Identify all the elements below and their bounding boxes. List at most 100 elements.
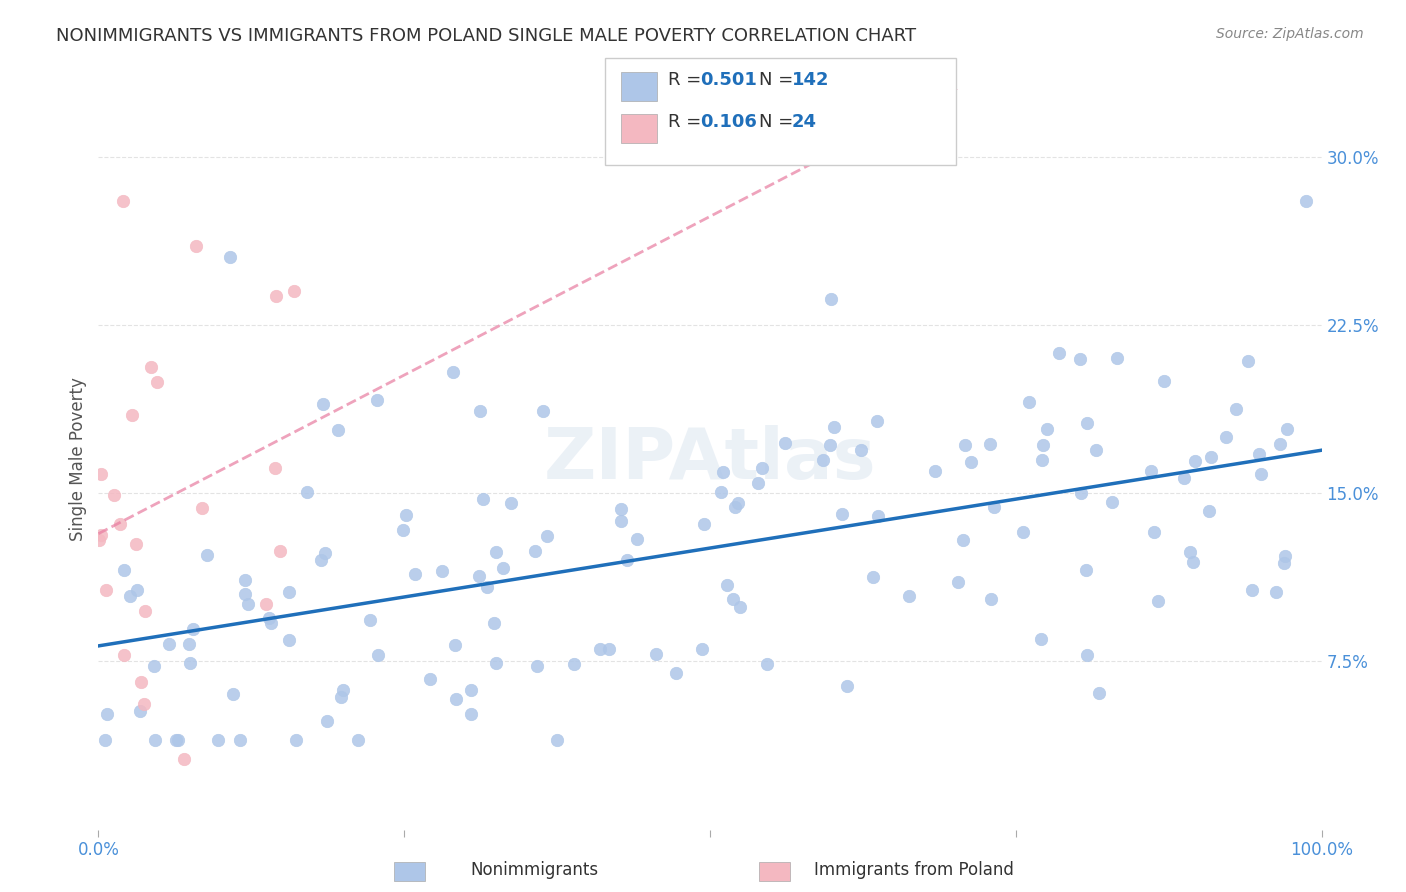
Text: Immigrants from Poland: Immigrants from Poland: [814, 861, 1014, 879]
Point: [693, 517, 716, 532]
Legend: Nonimmigrants, Immigrants from Poland: Nonimmigrants, Immigrants from Poland: [578, 90, 842, 166]
Point: [1181, 555, 1204, 569]
Text: N =: N =: [759, 113, 799, 131]
Point: [146, 376, 169, 390]
Point: [143, 732, 166, 747]
Point: [309, 553, 332, 567]
Text: ZIPAtlas: ZIPAtlas: [544, 425, 876, 494]
Point: [1225, 402, 1247, 417]
Point: [1236, 354, 1258, 368]
Point: [90, 528, 112, 542]
Point: [167, 732, 190, 747]
Point: [315, 714, 337, 728]
Point: [468, 568, 491, 582]
Point: [177, 637, 200, 651]
Point: [284, 732, 307, 747]
Point: [723, 500, 745, 514]
Point: [1199, 450, 1222, 464]
Text: R =: R =: [668, 71, 707, 89]
Point: [430, 564, 453, 578]
Point: [312, 397, 335, 411]
Point: [948, 574, 970, 589]
Text: Nonimmigrants: Nonimmigrants: [470, 861, 599, 879]
Point: [419, 672, 441, 686]
Point: [392, 524, 415, 538]
Point: [485, 545, 508, 559]
Point: [1264, 585, 1286, 599]
Point: [721, 592, 744, 607]
Point: [191, 501, 214, 516]
Point: [1070, 486, 1092, 500]
Point: [125, 537, 148, 551]
Text: 24: 24: [792, 113, 817, 131]
Point: [1180, 545, 1202, 559]
Point: [89, 533, 111, 547]
Point: [589, 641, 612, 656]
Point: [1074, 563, 1097, 577]
Point: [367, 648, 389, 662]
Point: [129, 704, 152, 718]
Point: [610, 502, 633, 516]
Point: [645, 648, 668, 662]
Point: [665, 666, 688, 681]
Point: [610, 514, 633, 528]
Point: [1047, 345, 1070, 359]
Point: [103, 488, 125, 502]
Point: [482, 615, 505, 630]
Point: [283, 284, 305, 298]
Point: [139, 359, 162, 374]
Point: [1275, 421, 1298, 435]
Point: [1031, 452, 1053, 467]
Point: [207, 732, 229, 747]
Point: [179, 656, 201, 670]
Point: [359, 614, 381, 628]
Point: [118, 590, 141, 604]
Point: [460, 682, 482, 697]
Point: [131, 675, 153, 690]
Point: [1088, 686, 1111, 700]
Point: [1240, 582, 1263, 597]
Point: [960, 455, 983, 469]
Point: [233, 573, 256, 587]
Point: [330, 690, 353, 704]
Point: [269, 543, 291, 558]
Point: [1143, 524, 1166, 539]
Point: [823, 419, 845, 434]
Point: [711, 465, 734, 479]
Text: NONIMMIGRANTS VS IMMIGRANTS FROM POLAND SINGLE MALE POVERTY CORRELATION CHART: NONIMMIGRANTS VS IMMIGRANTS FROM POLAND …: [56, 27, 917, 45]
Point: [536, 529, 558, 543]
Point: [820, 292, 842, 306]
Point: [980, 592, 1002, 607]
Point: [523, 543, 546, 558]
Point: [1018, 395, 1040, 409]
Point: [111, 194, 134, 209]
Text: N =: N =: [759, 71, 799, 89]
Point: [1105, 351, 1128, 365]
Point: [278, 633, 301, 648]
Point: [849, 443, 872, 458]
Point: [831, 508, 853, 522]
Point: [1084, 443, 1107, 458]
Point: [278, 585, 301, 599]
Y-axis label: Single Male Poverty: Single Male Poverty: [69, 377, 87, 541]
Point: [616, 553, 638, 567]
Point: [94, 583, 117, 598]
Point: [165, 732, 187, 747]
Point: [1101, 495, 1123, 509]
Point: [236, 597, 259, 611]
Point: [1184, 454, 1206, 468]
Point: [501, 496, 523, 510]
Point: [531, 404, 554, 418]
Point: [1215, 430, 1237, 444]
Point: [1147, 594, 1170, 608]
Text: 142: 142: [792, 71, 830, 89]
Point: [112, 648, 135, 663]
Point: [692, 642, 714, 657]
Point: [1076, 416, 1098, 430]
Point: [866, 414, 889, 428]
Point: [90, 467, 112, 481]
Point: [132, 698, 155, 712]
Point: [862, 570, 884, 584]
Point: [332, 682, 354, 697]
Point: [716, 578, 738, 592]
